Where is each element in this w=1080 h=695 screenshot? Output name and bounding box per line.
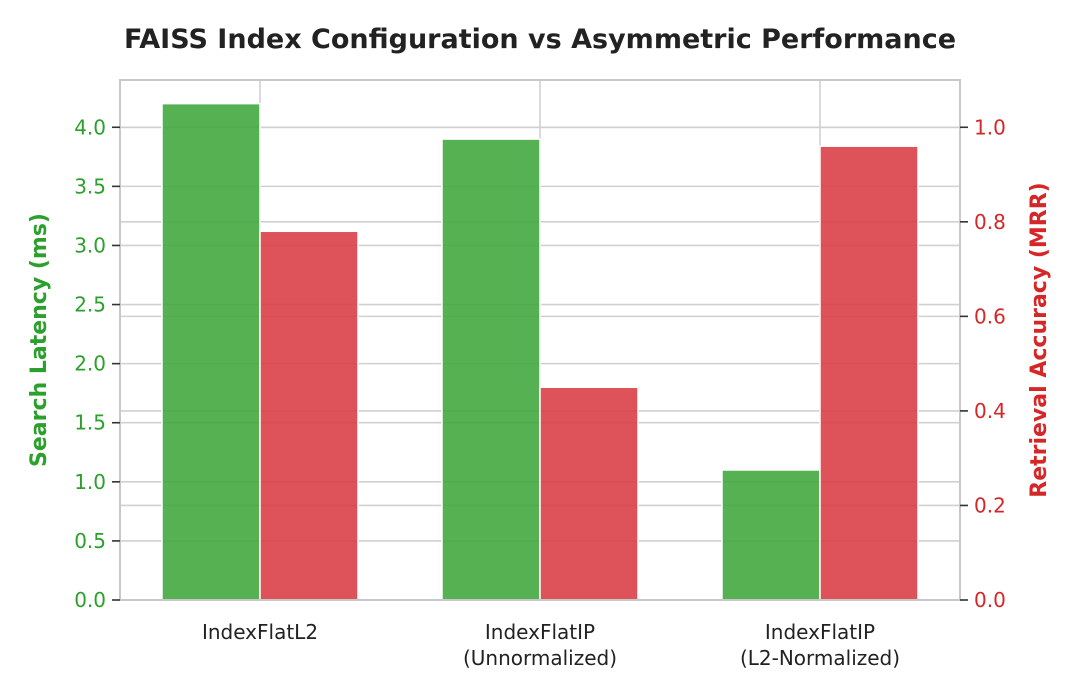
bar-accuracy bbox=[539, 386, 639, 601]
y-right-tick-label: 0.4 bbox=[974, 399, 1006, 423]
y-left-tick-label: 4.0 bbox=[74, 115, 106, 139]
bar-accuracy bbox=[259, 230, 359, 601]
y-right-tick-label: 0.2 bbox=[974, 493, 1006, 517]
chart-title: FAISS Index Configuration vs Asymmetric … bbox=[124, 24, 956, 55]
y-right-tick-label: 1.0 bbox=[974, 115, 1006, 139]
x-category-label: IndexFlatL2 bbox=[202, 620, 318, 644]
bar-accuracy bbox=[819, 145, 919, 601]
bar-latency bbox=[161, 102, 261, 601]
bar-latency bbox=[721, 469, 821, 601]
x-category-label: IndexFlatIP bbox=[765, 620, 875, 644]
y-left-tick-label: 3.0 bbox=[74, 233, 106, 257]
plot-frame bbox=[119, 79, 961, 601]
x-category-label: IndexFlatIP bbox=[485, 620, 595, 644]
y-left-tick-label: 3.5 bbox=[74, 174, 106, 198]
y-left-tick-label: 0.0 bbox=[74, 588, 106, 612]
y-right-tick-label: 0.6 bbox=[974, 304, 1006, 328]
axes-layer: 0.0 0.5 1.0 1.5 2.0 2.5 3.0 3.5 4.0 0.0 0.2 0.4 0.6 0… bbox=[74, 79, 1006, 670]
y-left-tick-label: 1.0 bbox=[74, 470, 106, 494]
y-left-tick-label: 2.0 bbox=[74, 352, 106, 376]
y-left-tick-label: 0.5 bbox=[74, 529, 106, 553]
y-axis-right-label: Retrieval Accuracy (MRR) bbox=[1027, 182, 1052, 497]
x-category-label: (Unnormalized) bbox=[463, 646, 617, 670]
y-left-tick-label: 2.5 bbox=[74, 293, 106, 317]
x-category-label: (L2-Normalized) bbox=[740, 646, 900, 670]
y-right-tick-label: 0.0 bbox=[974, 588, 1006, 612]
y-right-tick-label: 0.8 bbox=[974, 210, 1006, 234]
y-axis-left-label: Search Latency (ms) bbox=[27, 213, 52, 467]
bar-latency bbox=[441, 138, 541, 601]
y-left-tick-label: 1.5 bbox=[74, 411, 106, 435]
bars-layer bbox=[161, 102, 919, 601]
